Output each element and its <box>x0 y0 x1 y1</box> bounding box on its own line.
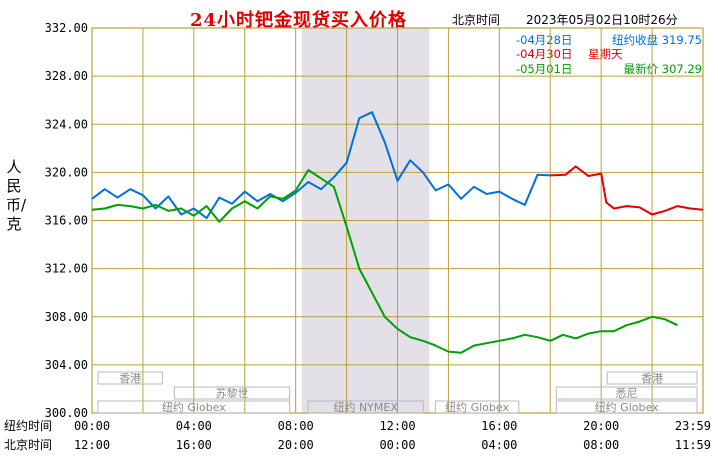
series-line-2 <box>91 169 678 354</box>
y-axis-label: 人民币/克 <box>6 158 27 233</box>
session-box <box>97 400 291 414</box>
session-label: 纽约 Globex <box>162 400 226 414</box>
x-tick-label-ny: 04:00 <box>176 419 212 433</box>
y-tick-label: 304.00 <box>45 358 88 372</box>
row-label-bj-time: 北京时间 <box>4 438 52 452</box>
session-label: 纽约 Globex <box>595 400 659 414</box>
session-label: 香港 <box>641 372 663 385</box>
row-label-ny-time: 纽约时间 <box>4 418 52 433</box>
series-line-1 <box>550 165 704 216</box>
chart-title: 24小时钯金现货买入价格 <box>190 10 408 31</box>
y-tick-label: 328.00 <box>45 69 88 83</box>
y-tick-label: 332.00 <box>45 21 88 35</box>
legend-item-0430: -04月30日 星期天 <box>516 46 702 62</box>
beijing-time-label: 北京时间 <box>452 13 501 27</box>
x-tick-label-bj: 11:59 <box>675 438 711 452</box>
legend-item-0501: -05月01日 最新价 307.29 <box>516 61 702 77</box>
y-tick-label: 320.00 <box>45 165 88 179</box>
x-tick-label-bj: 08:00 <box>583 438 619 452</box>
legend-desc: 最新价 <box>623 62 659 76</box>
x-tick-label-bj: 12:00 <box>74 438 110 452</box>
legend-date: -05月01日 <box>516 62 573 76</box>
x-tick-label-ny: 00:00 <box>74 419 110 433</box>
legend-desc: 星期天 <box>588 47 623 61</box>
session-box <box>97 371 163 385</box>
session-box <box>434 400 520 414</box>
x-tick-label-ny: 12:00 <box>379 419 415 433</box>
legend-desc: 纽约收盘 <box>612 33 659 47</box>
legend-item-0428: -04月28日 纽约收盘 319.75 <box>516 32 702 48</box>
y-tick-label: 324.00 <box>45 117 88 131</box>
session-box <box>307 400 424 414</box>
y-tick-label: 316.00 <box>45 214 88 228</box>
current-datetime: 2023年05月02日10时26分 <box>526 13 678 27</box>
legend-price: 319.75 <box>661 33 702 47</box>
x-tick-label-ny: 16:00 <box>481 419 517 433</box>
session-label: 悉尼 <box>616 387 638 400</box>
y-tick-label: 312.00 <box>45 262 88 276</box>
x-tick-label-bj: 16:00 <box>176 438 212 452</box>
session-box <box>555 400 698 414</box>
session-box <box>606 371 698 385</box>
session-label: 香港 <box>119 372 141 385</box>
y-tick-label: 308.00 <box>45 310 88 324</box>
session-label: 纽约 NYMEX <box>333 400 398 414</box>
x-tick-label-bj: 20:00 <box>278 438 314 452</box>
x-tick-label-ny: 23:59 <box>675 419 711 433</box>
x-tick-label-bj: 04:00 <box>481 438 517 452</box>
y-tick-label: 300.00 <box>45 406 88 420</box>
session-box <box>555 386 698 400</box>
x-tick-label-ny: 20:00 <box>583 419 619 433</box>
legend-date: -04月28日 <box>516 33 573 47</box>
session-label: 苏黎世 <box>216 386 249 400</box>
session-box <box>173 386 291 400</box>
session-label: 纽约 Globex <box>445 400 509 414</box>
x-tick-label-bj: 00:00 <box>379 438 415 452</box>
x-tick-label-ny: 08:00 <box>278 419 314 433</box>
legend-date: -04月30日 <box>516 47 573 61</box>
legend-price: 307.29 <box>661 62 702 76</box>
legend-value: 最新价 307.29 <box>624 61 702 77</box>
series-line-0 <box>91 111 551 220</box>
legend-value: 纽约收盘 319.75 <box>612 32 702 48</box>
